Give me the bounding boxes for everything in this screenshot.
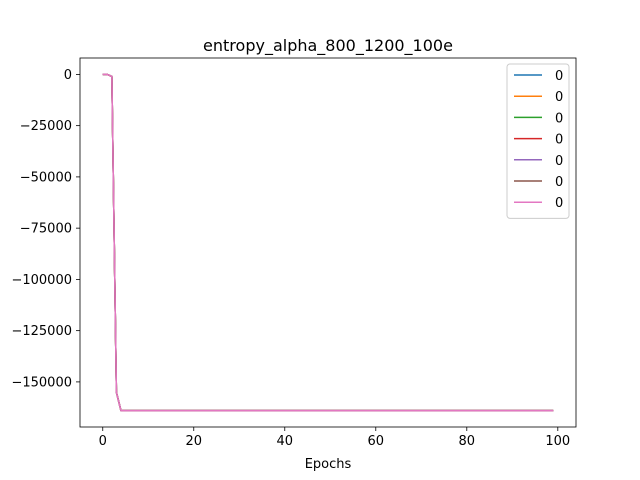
legend-label: 0 <box>555 90 563 105</box>
y-tick-label: −25000 <box>20 119 72 134</box>
legend: 0 0 0 0 0 0 0 <box>506 63 570 219</box>
y-tick-label: 0 <box>64 68 72 83</box>
chart-title: entropy_alpha_800_1200_100e <box>203 36 453 56</box>
series-layer <box>102 73 554 412</box>
plot-background <box>80 58 576 427</box>
x-axis-label: Epochs <box>305 457 352 472</box>
series-line-7 <box>102 73 554 412</box>
y-tick-label: −125000 <box>11 324 72 339</box>
y-tick-label: −75000 <box>20 222 72 237</box>
x-tick-label: 20 <box>185 434 202 449</box>
legend-label: 0 <box>555 133 563 148</box>
legend-label: 0 <box>555 154 563 169</box>
axes-frame <box>79 57 577 428</box>
legend-label: 0 <box>555 69 563 84</box>
axes-layer: 0 20 40 60 80 100 0 −25000 −50000 −75000 −100000 −1… <box>11 57 577 449</box>
x-tick-label: 60 <box>368 434 385 449</box>
y-tick-label: −50000 <box>20 170 72 185</box>
plot-area <box>80 58 576 427</box>
x-tick-label: 100 <box>545 434 570 449</box>
x-tick-label: 40 <box>276 434 293 449</box>
y-tick-label: −100000 <box>11 273 72 288</box>
x-tick-label: 0 <box>99 434 107 449</box>
legend-label: 0 <box>555 196 563 211</box>
legend-box <box>506 63 570 219</box>
y-tick-label: −150000 <box>11 375 72 390</box>
legend-label: 0 <box>555 111 563 126</box>
x-tick-label: 80 <box>459 434 476 449</box>
legend-label: 0 <box>555 175 563 190</box>
